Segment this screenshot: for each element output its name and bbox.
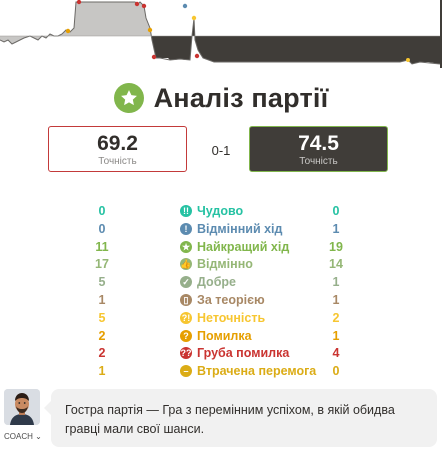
good-icon: ✓ xyxy=(180,276,192,289)
blunder-icon: ?? xyxy=(180,347,192,360)
great-move-icon: ! xyxy=(180,222,192,235)
graph-marker-inaccuracy xyxy=(406,58,410,62)
black-count: 2 xyxy=(332,310,340,325)
white-count: 0 xyxy=(98,204,106,218)
classification-label: Помилка xyxy=(197,328,252,343)
classification-label-group: ? Помилка xyxy=(180,329,252,343)
white-count: 11 xyxy=(95,239,109,254)
classification-row[interactable]: 0!! Чудово 0 xyxy=(0,202,442,220)
white-count: 2 xyxy=(98,328,106,343)
white-count: 0 xyxy=(98,221,106,236)
black-count: 19 xyxy=(329,239,343,254)
black-count: 14 xyxy=(329,257,343,272)
classification-row[interactable]: 1 – Втрачена перемога 0 xyxy=(0,362,442,380)
classification-row[interactable]: 17 👍 Відмінно 14 xyxy=(0,255,442,273)
white-accuracy-label: Точність xyxy=(98,156,137,167)
classification-table: 0!! Чудово 0 0! Відмінний хід 1 11 ★ Найкращий х… xyxy=(0,202,442,380)
coach-message-text: Гостра партія — Гра з перемінним успіхом… xyxy=(65,403,395,436)
classification-label-group: ✓ Добре xyxy=(180,275,236,289)
black-count: 1 xyxy=(332,221,340,236)
classification-row[interactable]: 0! Відмінний хід 1 xyxy=(0,220,442,238)
classification-row[interactable]: 5?! Неточність 2 xyxy=(0,309,442,327)
classification-label: Відмінний хід xyxy=(197,221,283,236)
graph-marker-mistake xyxy=(65,28,71,34)
title-row: Аналіз партії xyxy=(0,80,442,116)
black-accuracy-label: Точність xyxy=(299,156,338,167)
white-count: 5 xyxy=(98,310,106,325)
white-accuracy-value: 69.2 xyxy=(97,132,138,155)
graph-area-light xyxy=(0,2,152,44)
graph-marker-blunder xyxy=(194,53,200,59)
black-accuracy-box[interactable]: 74.5 Точність xyxy=(249,126,388,172)
classification-label: Неточність xyxy=(197,310,266,325)
inaccuracy-icon: ?! xyxy=(180,311,192,324)
star-icon xyxy=(113,83,144,113)
classification-label: За теорією xyxy=(197,292,265,307)
white-count: 1 xyxy=(98,364,106,379)
book-icon: ▯ xyxy=(180,293,192,306)
page-title: Аналіз партії xyxy=(153,82,329,113)
white-count: 5 xyxy=(98,275,106,290)
evaluation-graph[interactable] xyxy=(0,0,442,68)
graph-marker-blunder xyxy=(141,3,147,9)
black-count: 4 xyxy=(332,346,340,361)
coach-message-bubble: Гостра партія — Гра з перемінним успіхом… xyxy=(44,389,437,447)
black-count: 0 xyxy=(332,364,340,379)
classification-label-group: ?? Груба помилка xyxy=(180,346,289,360)
game-result: 0-1 xyxy=(211,143,231,158)
classification-label: Відмінно xyxy=(197,257,253,272)
graph-marker-mistake xyxy=(147,27,153,33)
graph-marker-inaccuracy xyxy=(191,15,197,21)
classification-label: Втрачена перемога xyxy=(197,364,317,379)
classification-label-group: 👍 Відмінно xyxy=(180,257,253,271)
black-count: 1 xyxy=(332,275,340,290)
classification-label-group: ?! Неточність xyxy=(180,311,265,325)
classification-label: Добре xyxy=(197,275,237,290)
graph-markers xyxy=(65,0,410,62)
graph-line xyxy=(0,1,441,65)
classification-row[interactable]: 5 ✓ Добре 1 xyxy=(0,273,442,291)
classification-row[interactable]: 2?? Груба помилка 4 xyxy=(0,344,442,362)
classification-label: Найкращий хід xyxy=(197,239,290,254)
excellent-icon: 👍 xyxy=(180,258,192,271)
classification-row[interactable]: 1 ▯ За теорією 1 xyxy=(0,291,442,309)
classification-label: Груба помилка xyxy=(197,346,290,361)
coach-avatar[interactable] xyxy=(4,389,40,425)
black-count: 1 xyxy=(332,292,340,307)
classification-label-group: ! Відмінний хід xyxy=(180,222,282,236)
white-count: 1 xyxy=(98,292,106,307)
white-count: 2 xyxy=(98,346,106,361)
classification-label-group: – Втрачена перемога xyxy=(180,364,316,378)
graph-marker-blunder xyxy=(134,1,140,7)
graph-area-dark xyxy=(152,18,440,64)
classification-label-group: ▯ За теорією xyxy=(180,293,265,307)
mistake-icon: ? xyxy=(180,329,192,342)
classification-label: Чудово xyxy=(197,204,244,218)
graph-marker-blunder xyxy=(151,54,157,60)
graph-marker-great xyxy=(182,3,188,9)
classification-label-group: !! Чудово xyxy=(180,204,243,218)
black-count: 0 xyxy=(332,204,340,218)
brilliant-icon: !! xyxy=(180,205,192,217)
best-move-icon: ★ xyxy=(180,240,192,253)
missed-win-icon: – xyxy=(180,365,192,378)
classification-row[interactable]: 2? Помилка 1 xyxy=(0,327,442,345)
coach-label[interactable]: COACH ⌄ xyxy=(4,432,42,441)
white-count: 17 xyxy=(95,257,109,272)
black-count: 1 xyxy=(332,328,340,343)
graph-marker-blunder xyxy=(76,0,82,5)
black-accuracy-value: 74.5 xyxy=(298,132,339,155)
classification-row[interactable]: 11 ★ Найкращий хід 19 xyxy=(0,238,442,256)
white-accuracy-box[interactable]: 69.2 Точність xyxy=(48,126,187,172)
classification-label-group: ★ Найкращий хід xyxy=(180,240,289,254)
